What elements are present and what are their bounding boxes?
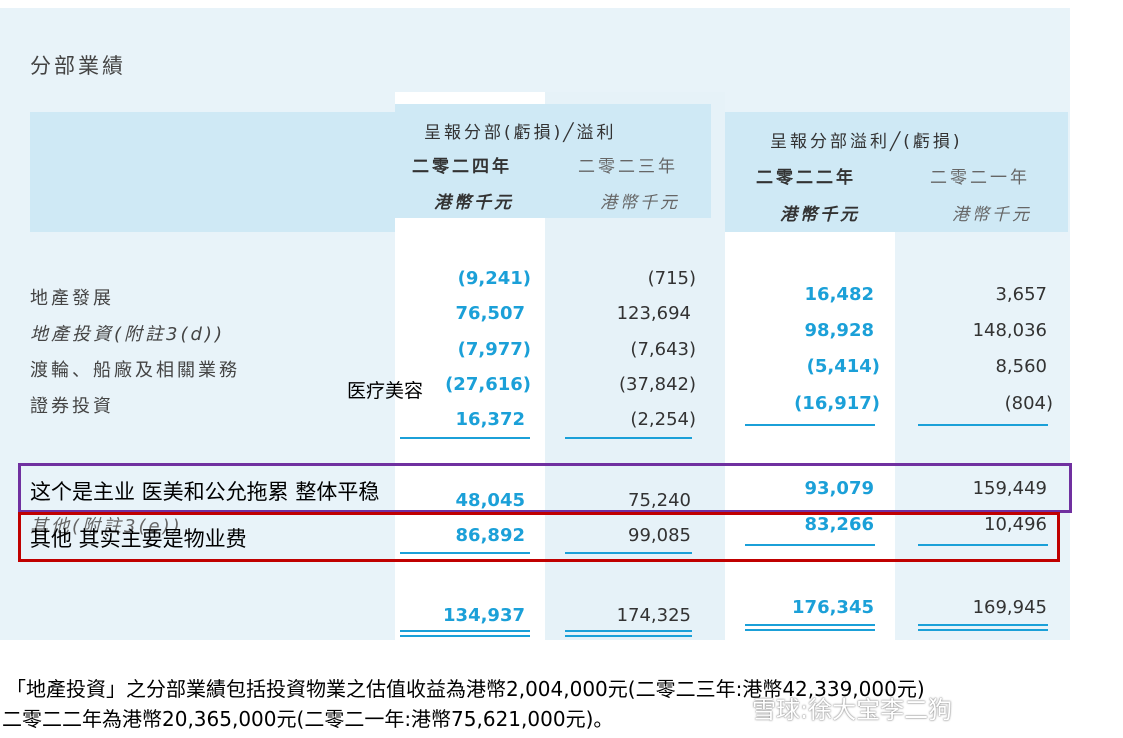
cell-2021-dev: 3,657 (995, 284, 1047, 305)
subtotal-2023: 75,240 (628, 490, 691, 511)
unit-2021: 港幣千元 (952, 205, 1032, 225)
cell-2023-securities: (2,254) (630, 409, 696, 430)
cell-2024-dev: (9,241) (457, 268, 531, 289)
other-2024: 86,892 (455, 525, 525, 546)
total-2022: 176,345 (792, 597, 874, 618)
row-label-property-investment: 地產投資(附註3(d)) (30, 324, 225, 345)
cell-2021-inv: 148,036 (972, 320, 1047, 341)
cell-2022-ferry: (5,414) (806, 356, 880, 377)
footnote-line-1: 「地產投資」之分部業績包括投資物業之估值收益為港幣2,004,000元(二零二三… (6, 677, 925, 701)
unit-2023: 港幣千元 (600, 193, 680, 213)
annotation-red-note: 其他 其实主要是物业费 (30, 527, 247, 551)
double-underline-2022 (745, 624, 875, 631)
annotation-medical-overlay: 医疗美容 (347, 380, 424, 402)
cell-2022-medical: (16,917) (794, 393, 880, 414)
total-2023: 174,325 (616, 605, 691, 626)
subtotal-2022: 93,079 (804, 478, 874, 499)
cell-2023-dev: (715) (647, 268, 696, 289)
subtotal-2021: 159,449 (972, 478, 1047, 499)
row-label-securities: 證券投資 (30, 396, 114, 417)
cell-2023-inv: 123,694 (616, 303, 691, 324)
footnote-line-2: 二零二二年為港幣20,365,000元(二零二一年:港幣75,621,000元)… (2, 707, 614, 731)
cell-2024-ferry: (7,977) (457, 339, 531, 360)
cell-2024-inv: 76,507 (455, 303, 525, 324)
double-underline-2024 (400, 630, 530, 637)
group2-title: 呈報分部溢利╱(虧損) (770, 132, 963, 152)
cell-2024-securities: 16,372 (455, 409, 525, 430)
other-underline-2024 (400, 552, 530, 554)
total-2024: 134,937 (443, 605, 525, 626)
cell-2022-inv: 98,928 (804, 320, 874, 341)
underline-2022 (745, 424, 875, 426)
group1-title: 呈報分部(虧損)╱溢利 (424, 123, 617, 143)
annotation-box-red (18, 512, 1060, 562)
cell-2024-medical: (27,616) (445, 374, 531, 395)
double-underline-2023 (565, 630, 692, 637)
total-2021: 169,945 (972, 597, 1047, 618)
other-underline-2022 (745, 544, 875, 546)
underline-2023 (565, 437, 692, 439)
other-underline-2023 (565, 552, 692, 554)
unit-2024: 港幣千元 (434, 193, 514, 213)
other-2022: 83,266 (804, 514, 874, 535)
section-title: 分部業績 (30, 54, 126, 78)
group1-header-bg (395, 104, 711, 218)
other-2021: 10,496 (984, 514, 1047, 535)
cell-2023-ferry: (7,643) (630, 339, 696, 360)
underline-2024 (400, 437, 530, 439)
year-2022: 二零二二年 (756, 168, 856, 188)
cell-2023-medical: (37,842) (618, 374, 696, 395)
subtotal-2024: 48,045 (455, 490, 525, 511)
year-2024: 二零二四年 (412, 157, 512, 177)
cell-2021-medical: (804) (1004, 393, 1053, 414)
other-2023: 99,085 (628, 525, 691, 546)
other-underline-2021 (918, 544, 1048, 546)
column-2022-header-bg (725, 112, 895, 232)
annotation-purple-note: 这个是主业 医美和公允拖累 整体平稳 (30, 480, 380, 504)
cell-2021-ferry: 8,560 (995, 356, 1047, 377)
underline-2021 (918, 424, 1048, 426)
year-2023: 二零二三年 (578, 157, 678, 177)
watermark-text: 雪球:徐大宝李二狗 (752, 696, 953, 724)
year-2021: 二零二一年 (930, 168, 1030, 188)
row-label-property-development: 地產發展 (30, 288, 114, 309)
annotation-box-purple (18, 463, 1072, 513)
row-label-ferry: 渡輪、船廠及相關業務 (30, 360, 240, 381)
row-label-other: 其他(附註3(e)) (30, 516, 183, 537)
unit-2022: 港幣千元 (780, 205, 860, 225)
cell-2022-dev: 16,482 (804, 284, 874, 305)
double-underline-2021 (918, 624, 1048, 631)
